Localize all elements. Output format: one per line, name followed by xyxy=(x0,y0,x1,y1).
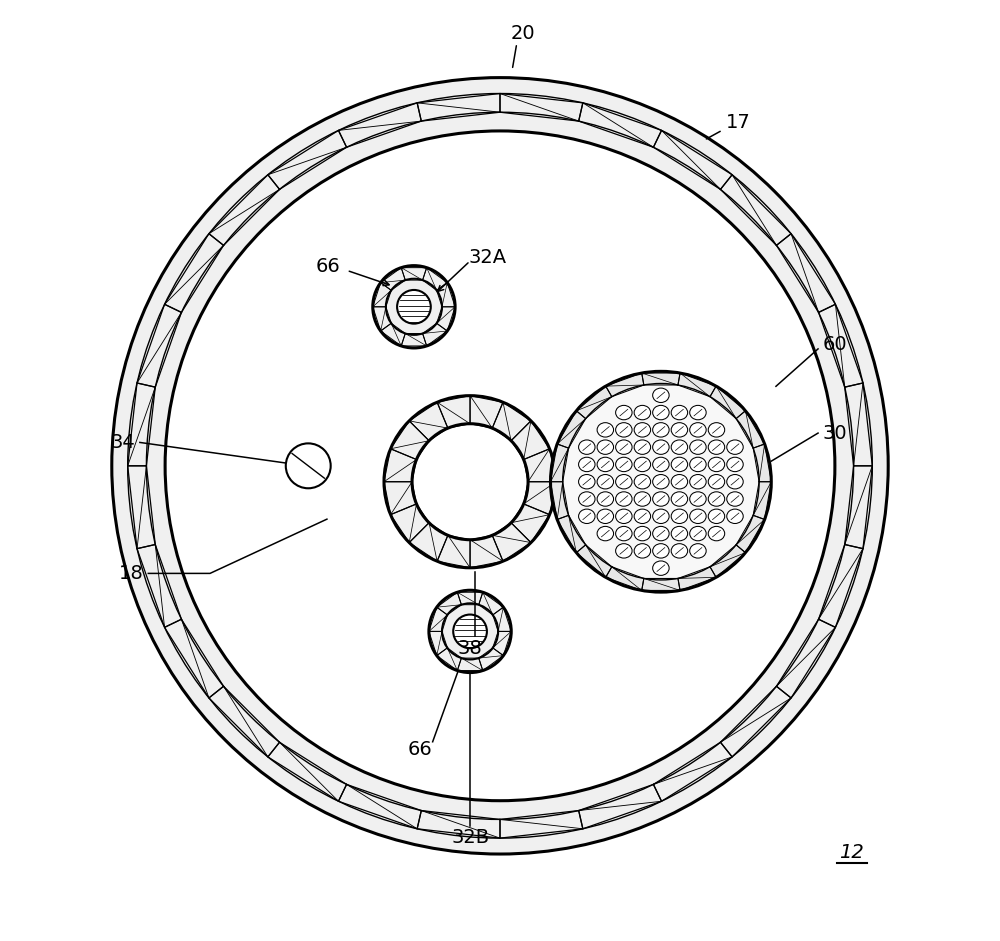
Ellipse shape xyxy=(579,509,595,523)
Ellipse shape xyxy=(616,457,632,471)
Text: 34: 34 xyxy=(111,433,135,452)
Ellipse shape xyxy=(616,526,632,541)
Ellipse shape xyxy=(727,474,743,489)
Ellipse shape xyxy=(653,423,669,437)
Ellipse shape xyxy=(727,509,743,523)
Ellipse shape xyxy=(708,526,725,541)
Circle shape xyxy=(453,614,487,648)
Ellipse shape xyxy=(690,406,706,420)
Ellipse shape xyxy=(708,440,725,455)
Ellipse shape xyxy=(634,457,651,471)
Ellipse shape xyxy=(671,544,688,558)
Ellipse shape xyxy=(708,474,725,489)
Ellipse shape xyxy=(727,440,743,455)
Ellipse shape xyxy=(597,457,614,471)
Ellipse shape xyxy=(634,406,651,420)
Ellipse shape xyxy=(708,509,725,523)
Ellipse shape xyxy=(708,423,725,437)
Text: 30: 30 xyxy=(823,423,847,442)
Ellipse shape xyxy=(708,492,725,506)
Ellipse shape xyxy=(727,492,743,506)
Ellipse shape xyxy=(579,474,595,489)
Ellipse shape xyxy=(671,440,688,455)
Ellipse shape xyxy=(690,492,706,506)
Ellipse shape xyxy=(653,440,669,455)
Ellipse shape xyxy=(653,457,669,471)
Ellipse shape xyxy=(597,440,614,455)
Ellipse shape xyxy=(653,388,669,403)
Ellipse shape xyxy=(579,440,595,455)
Ellipse shape xyxy=(597,474,614,489)
Ellipse shape xyxy=(653,474,669,489)
Ellipse shape xyxy=(671,406,688,420)
Text: 17: 17 xyxy=(726,113,751,132)
Ellipse shape xyxy=(616,492,632,506)
Circle shape xyxy=(551,372,771,592)
Text: 12: 12 xyxy=(839,842,864,862)
Ellipse shape xyxy=(690,544,706,558)
Ellipse shape xyxy=(653,509,669,523)
Ellipse shape xyxy=(727,457,743,471)
Text: 32B: 32B xyxy=(451,828,489,847)
Circle shape xyxy=(373,265,455,348)
Ellipse shape xyxy=(634,423,651,437)
Ellipse shape xyxy=(653,561,669,575)
Ellipse shape xyxy=(690,474,706,489)
Ellipse shape xyxy=(579,457,595,471)
Ellipse shape xyxy=(616,544,632,558)
Ellipse shape xyxy=(616,474,632,489)
Text: 18: 18 xyxy=(119,564,144,582)
Text: 60: 60 xyxy=(823,335,847,354)
Ellipse shape xyxy=(653,406,669,420)
Ellipse shape xyxy=(616,509,632,523)
Ellipse shape xyxy=(616,406,632,420)
Ellipse shape xyxy=(690,526,706,541)
Ellipse shape xyxy=(634,440,651,455)
Ellipse shape xyxy=(597,423,614,437)
Ellipse shape xyxy=(597,526,614,541)
Ellipse shape xyxy=(671,526,688,541)
Ellipse shape xyxy=(671,423,688,437)
Text: 20: 20 xyxy=(511,24,536,43)
Text: 32A: 32A xyxy=(469,247,507,266)
Ellipse shape xyxy=(671,457,688,471)
Ellipse shape xyxy=(597,509,614,523)
Ellipse shape xyxy=(634,509,651,523)
Ellipse shape xyxy=(634,492,651,506)
Ellipse shape xyxy=(671,509,688,523)
Ellipse shape xyxy=(597,492,614,506)
Circle shape xyxy=(397,290,431,324)
Ellipse shape xyxy=(634,526,651,541)
Ellipse shape xyxy=(653,492,669,506)
Ellipse shape xyxy=(690,457,706,471)
Ellipse shape xyxy=(690,423,706,437)
Ellipse shape xyxy=(690,509,706,523)
Ellipse shape xyxy=(616,440,632,455)
Text: 66: 66 xyxy=(316,257,340,276)
Circle shape xyxy=(429,590,511,673)
Ellipse shape xyxy=(671,492,688,506)
Ellipse shape xyxy=(653,544,669,558)
Circle shape xyxy=(286,443,331,488)
Ellipse shape xyxy=(653,526,669,541)
Text: 38: 38 xyxy=(458,639,482,658)
Ellipse shape xyxy=(579,492,595,506)
Ellipse shape xyxy=(708,457,725,471)
Ellipse shape xyxy=(690,440,706,455)
Ellipse shape xyxy=(671,474,688,489)
Ellipse shape xyxy=(634,474,651,489)
Ellipse shape xyxy=(616,423,632,437)
Text: 66: 66 xyxy=(408,740,433,758)
Ellipse shape xyxy=(634,544,651,558)
